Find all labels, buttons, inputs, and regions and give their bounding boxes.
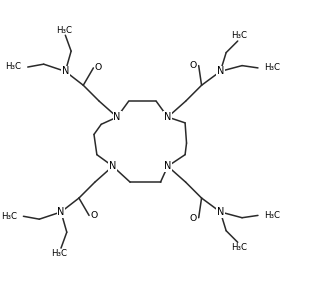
Text: H₃C: H₃C bbox=[231, 243, 247, 252]
Text: H₃C: H₃C bbox=[5, 62, 21, 71]
Text: O: O bbox=[190, 60, 197, 69]
Text: N: N bbox=[217, 207, 224, 217]
Text: H₃C: H₃C bbox=[264, 63, 280, 72]
Text: H₃C: H₃C bbox=[56, 25, 72, 34]
Text: N: N bbox=[217, 66, 224, 77]
Text: H₃C: H₃C bbox=[264, 211, 280, 220]
Text: N: N bbox=[57, 207, 65, 217]
Text: H₃C: H₃C bbox=[231, 31, 247, 40]
Text: O: O bbox=[95, 63, 102, 72]
Text: N: N bbox=[62, 66, 69, 77]
Text: O: O bbox=[91, 211, 98, 220]
Text: H₃C: H₃C bbox=[1, 212, 17, 221]
Text: O: O bbox=[190, 214, 197, 223]
Text: H₃C: H₃C bbox=[52, 249, 68, 258]
Text: N: N bbox=[109, 161, 116, 171]
Text: N: N bbox=[164, 161, 172, 171]
Text: N: N bbox=[164, 112, 172, 122]
Text: N: N bbox=[113, 112, 121, 122]
